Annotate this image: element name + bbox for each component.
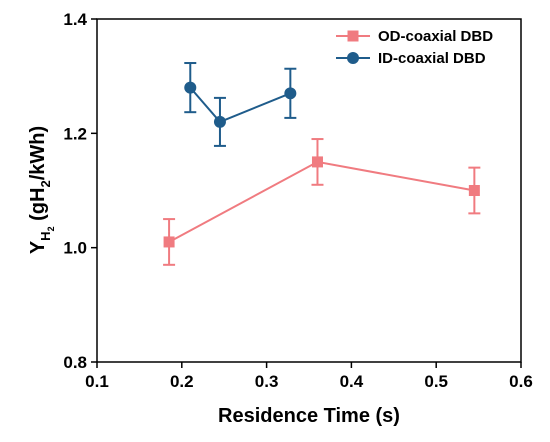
y-axis-title: YH2 (gH2/kWh) — [27, 126, 56, 254]
x-tick-label: 0.1 — [85, 372, 109, 391]
y-axis-title-h2-sub: 2 — [38, 180, 53, 187]
series-layer — [163, 62, 481, 266]
y-tick-label: 0.8 — [63, 353, 87, 372]
y-tick-label: 1.0 — [63, 239, 87, 258]
y-axis-title-sub: H — [38, 231, 53, 240]
data-point — [213, 115, 226, 128]
data-point — [284, 87, 297, 100]
x-tick-label: 0.3 — [255, 372, 279, 391]
y-axis-title-subsub: 2 — [46, 226, 56, 231]
x-tick-label: 0.4 — [340, 372, 364, 391]
data-point — [468, 185, 480, 196]
y-tick-label: 1.4 — [63, 10, 87, 29]
data-point — [311, 156, 323, 168]
axis-ticks: 0.1 0.2 0.3 0.4 0.5 0.6 0.8 1.0 1.2 1.4 — [63, 10, 532, 391]
y-axis-title-open: (gH — [27, 188, 49, 227]
series-0 — [163, 138, 481, 266]
legend-marker — [347, 30, 359, 42]
y-axis-title-close: /kWh) — [27, 126, 49, 180]
series-1 — [184, 62, 297, 147]
y-axis-title-main: Y — [27, 240, 49, 254]
legend-item-1: ID-coaxial DBD — [336, 50, 486, 67]
legend-marker — [347, 52, 359, 64]
data-point — [184, 81, 197, 94]
x-tick-label: 0.5 — [424, 372, 448, 391]
series-line — [189, 86, 291, 124]
series-line — [168, 160, 475, 243]
legend: OD-coaxial DBD ID-coaxial DBD — [336, 28, 493, 67]
data-point — [163, 236, 175, 248]
legend-label: OD-coaxial DBD — [378, 28, 493, 45]
x-tick-label: 0.2 — [170, 372, 194, 391]
x-axis-title: Residence Time (s) — [218, 405, 400, 427]
plot-frame — [96, 18, 522, 363]
legend-label: ID-coaxial DBD — [378, 50, 486, 67]
x-tick-label: 0.6 — [509, 372, 533, 391]
y-tick-label: 1.2 — [63, 124, 87, 143]
legend-item-0: OD-coaxial DBD — [336, 28, 493, 45]
